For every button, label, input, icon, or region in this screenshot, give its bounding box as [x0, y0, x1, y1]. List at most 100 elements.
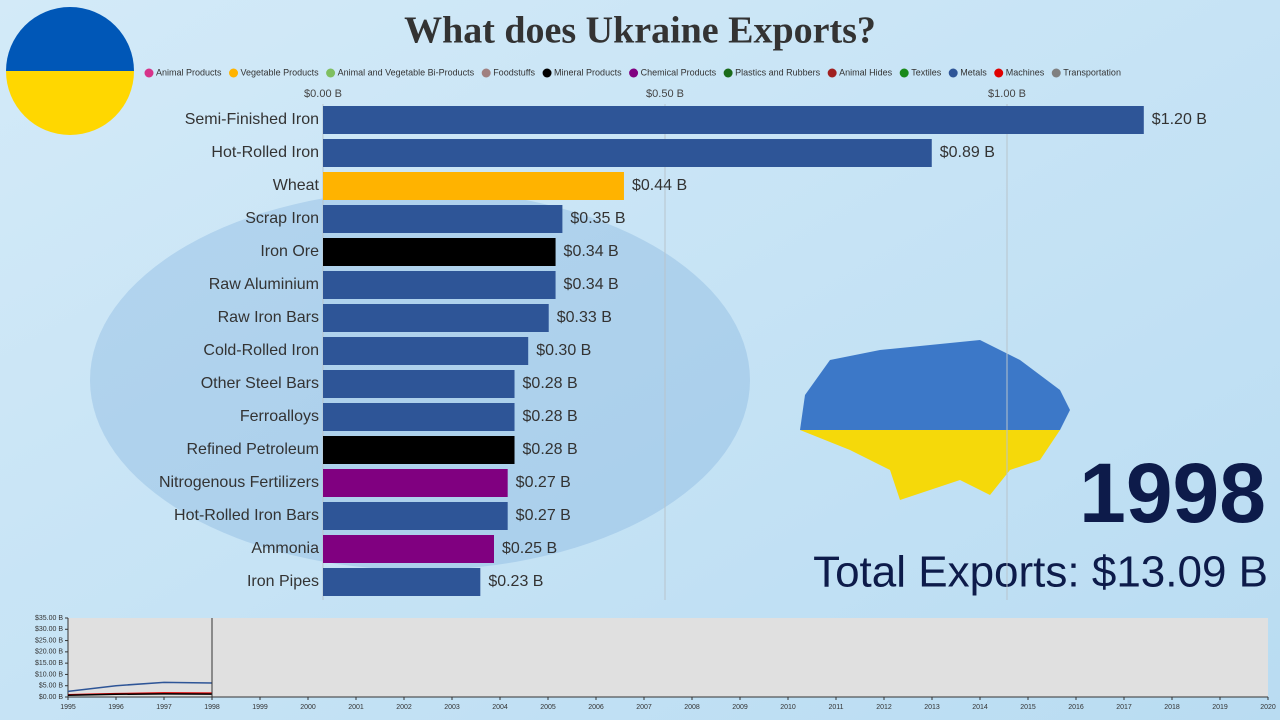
legend-swatch	[542, 68, 552, 78]
value-label: $0.27 B	[516, 507, 571, 524]
x-tick-label: 2015	[1020, 704, 1036, 711]
x-tick-label: 2009	[732, 704, 748, 711]
y-tick-label: $30.00 B	[35, 626, 63, 633]
x-tick-label: 1999	[252, 704, 268, 711]
x-tick-label: 2013	[924, 704, 940, 711]
legend-swatch	[899, 68, 909, 78]
bar	[323, 535, 494, 563]
bar-category: Scrap Iron	[245, 210, 319, 227]
legend-label: Mineral Products	[554, 67, 622, 77]
series-line	[67, 693, 213, 696]
total-exports: Total Exports: $13.09 B	[813, 548, 1268, 597]
value-label: $0.34 B	[564, 276, 619, 293]
chart-title: What does Ukraine Exports?	[404, 10, 876, 52]
x-tick-label: 2004	[492, 704, 508, 711]
x-tick-label: 2012	[876, 704, 892, 711]
legend-swatch	[994, 68, 1004, 78]
x-tick-label: 2003	[444, 704, 460, 711]
bar-category: Nitrogenous Fertilizers	[159, 474, 319, 491]
y-tick-label: $35.00 B	[35, 615, 63, 622]
bar-category: Raw Aluminium	[209, 276, 319, 293]
x-tick-label: 2008	[684, 704, 700, 711]
bar-category: Iron Pipes	[247, 573, 319, 590]
legend-swatch	[629, 68, 639, 78]
bar-category: Other Steel Bars	[201, 375, 319, 392]
bar-category: Semi-Finished Iron	[185, 111, 319, 128]
bar-category: Raw Iron Bars	[218, 309, 319, 326]
x-tick-label: 2001	[348, 704, 364, 711]
x-tick-label: 2018	[1164, 704, 1180, 711]
bar-category: Hot-Rolled Iron Bars	[174, 507, 319, 524]
legend-label: Machines	[1006, 67, 1045, 77]
bar-category: Cold-Rolled Iron	[203, 342, 319, 359]
bar-category: Ferroalloys	[240, 408, 319, 425]
bar-category: Refined Petroleum	[186, 441, 319, 458]
legend-swatch	[827, 68, 837, 78]
value-label: $0.27 B	[516, 474, 571, 491]
bar	[323, 370, 515, 398]
legend-label: Metals	[960, 67, 987, 77]
value-label: $0.25 B	[502, 540, 557, 557]
x-tick-label: 2014	[972, 704, 988, 711]
bar-category: Wheat	[273, 177, 320, 194]
value-label: $0.44 B	[632, 177, 687, 194]
x-tick-label: $1.00 B	[988, 88, 1026, 100]
series-line	[67, 681, 213, 693]
x-tick-label: 2020	[1260, 704, 1276, 711]
legend-swatch	[723, 68, 733, 78]
x-tick-label: 1996	[108, 704, 124, 711]
value-label: $0.28 B	[523, 441, 578, 458]
y-tick-label: $15.00 B	[35, 660, 63, 667]
bar	[323, 238, 556, 266]
flag	[6, 7, 134, 135]
bar	[323, 304, 549, 332]
mini-chart-background	[68, 618, 1268, 697]
bar	[323, 502, 508, 530]
legend-label: Chemical Products	[641, 67, 717, 77]
value-label: $0.23 B	[488, 573, 543, 590]
legend-label: Animal and Vegetable Bi-Products	[338, 67, 475, 77]
value-label: $0.89 B	[940, 144, 995, 161]
legend-swatch	[229, 68, 239, 78]
legend-swatch	[1051, 68, 1061, 78]
bar	[323, 139, 932, 167]
legend-swatch	[481, 68, 491, 78]
value-label: $0.30 B	[536, 342, 591, 359]
value-label: $0.34 B	[564, 243, 619, 260]
bar	[323, 337, 529, 365]
bar-category: Hot-Rolled Iron	[211, 144, 319, 161]
legend-label: Vegetable Products	[241, 67, 320, 77]
legend-label: Animal Hides	[839, 67, 893, 77]
bar	[323, 271, 556, 299]
x-tick-label: $0.00 B	[304, 88, 342, 100]
y-tick-label: $0.00 B	[39, 694, 63, 701]
y-tick-label: $10.00 B	[35, 671, 63, 678]
y-tick-label: $25.00 B	[35, 637, 63, 644]
legend-label: Animal Products	[156, 67, 222, 77]
x-tick-label: 1995	[60, 704, 76, 711]
x-tick-label: 1997	[156, 704, 172, 711]
year: 1998	[1079, 446, 1266, 540]
y-tick-label: $5.00 B	[39, 683, 63, 690]
legend-label: Textiles	[911, 67, 942, 77]
x-tick-label: 2005	[540, 704, 556, 711]
legend-swatch	[948, 68, 958, 78]
bar	[323, 172, 624, 200]
bar	[323, 436, 515, 464]
x-tick-label: 2007	[636, 704, 652, 711]
legend-swatch	[326, 68, 336, 78]
x-tick-label: 2006	[588, 704, 604, 711]
x-tick-label: 1998	[204, 704, 220, 711]
bar-category: Ammonia	[251, 540, 319, 557]
legend-label: Foodstuffs	[493, 67, 535, 77]
legend-swatch	[144, 68, 154, 78]
x-tick-label: 2019	[1212, 704, 1228, 711]
bar-category: Iron Ore	[260, 243, 319, 260]
x-tick-label: $0.50 B	[646, 88, 684, 100]
value-label: $0.28 B	[523, 375, 578, 392]
value-label: $0.28 B	[523, 408, 578, 425]
x-tick-label: 2011	[828, 704, 843, 711]
bar	[323, 106, 1144, 134]
